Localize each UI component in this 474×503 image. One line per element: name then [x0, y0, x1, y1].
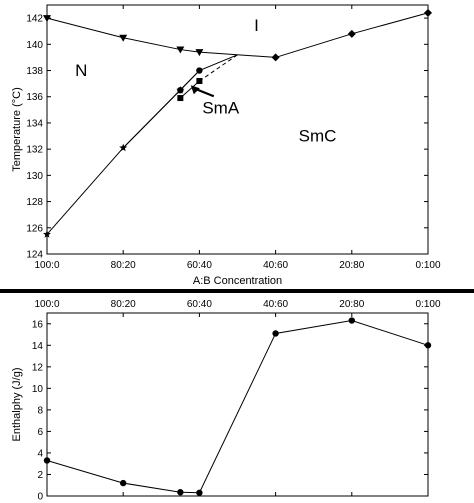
series-line-6: [180, 80, 200, 99]
data-point-circle: [424, 342, 432, 349]
y-tick-label: 136: [26, 92, 43, 103]
data-point-triangle-down: [176, 46, 185, 54]
data-point-star: [43, 230, 51, 238]
series-line-7: [199, 54, 238, 82]
data-point-circle: [120, 479, 127, 487]
x-tick-label: 40:60: [263, 260, 288, 271]
y-tick-label: 16: [32, 319, 44, 330]
x-tick-label: 100:0: [34, 260, 59, 271]
y-tick-label: 14: [32, 341, 44, 352]
y-tick-label: 140: [26, 40, 43, 51]
data-point-star: [176, 85, 185, 94]
x-tick-label: 0:100: [415, 299, 440, 310]
y-tick-label: 124: [26, 250, 43, 261]
data-point-diamond: [271, 53, 280, 62]
plot-frame: [46, 4, 429, 255]
x-tick-label: 60:40: [187, 299, 212, 310]
y-tick-label: 132: [26, 145, 43, 156]
x-axis-label: A:B Concentration: [193, 275, 282, 287]
y-tick-label: 2: [37, 470, 43, 481]
y-tick-label: 8: [37, 405, 43, 416]
y-tick-label: 130: [26, 171, 43, 182]
data-point-square: [177, 95, 184, 102]
y-tick-label: 10: [32, 384, 44, 395]
y-tick-label: 4: [37, 448, 43, 459]
y-tick-label: 128: [26, 197, 43, 208]
series-line-1: [46, 17, 200, 53]
y-tick-label: 142: [26, 14, 43, 25]
x-tick-label: 0:100: [415, 260, 440, 271]
data-point-circle: [272, 330, 279, 337]
data-point-square: [196, 78, 203, 85]
series-line-1: [46, 320, 429, 494]
data-point-triangle-down: [195, 49, 204, 57]
x-tick-label: 40:60: [263, 299, 288, 310]
region-label-smc: SmC: [299, 126, 337, 145]
y-tick-label: 126: [26, 223, 43, 234]
y-axis-label: Temperature (°C): [11, 87, 23, 171]
data-point-circle: [196, 489, 203, 496]
x-tick-label: 80:20: [111, 299, 136, 310]
data-point-circle: [348, 317, 355, 324]
x-tick-label: 20:80: [339, 260, 364, 271]
region-label-i: I: [254, 16, 259, 35]
x-tick-label: 60:40: [187, 260, 212, 271]
data-point-diamond: [347, 29, 356, 38]
data-point-star: [119, 143, 128, 152]
region-label-n: N: [75, 61, 87, 80]
annotation-label-sma: SmA: [202, 98, 240, 117]
y-axis-label: Enthalphy (J/g): [11, 368, 23, 442]
plot-frame: [46, 312, 429, 497]
data-point-diamond: [424, 8, 432, 17]
phase-diagram-chart: 100:0 80:20 60:40 40:60 20:80 0:100 124 126 128 1…: [11, 4, 441, 287]
enthalpy-chart: 100:0 80:20 60:40 40:60 20:80 0:100 0 2 4 6 8 10 12 1…: [11, 299, 441, 503]
x-tick-label: 80:20: [111, 260, 136, 271]
y-tick-label: 138: [26, 66, 43, 77]
data-point-triangle-down: [119, 34, 128, 42]
annotation-arrow-head: [190, 85, 200, 95]
x-tick-label: 100:0: [34, 299, 59, 310]
data-point-circle: [43, 457, 51, 464]
data-point-circle: [177, 489, 184, 496]
series-line-8: [46, 89, 181, 235]
y-tick-label: 6: [37, 427, 43, 438]
x-tick-label: 20:80: [339, 299, 364, 310]
y-tick-label: 0: [37, 492, 43, 503]
y-tick-label: 134: [26, 118, 43, 129]
data-point-triangle-down: [43, 15, 51, 23]
data-point-circle: [196, 67, 203, 74]
y-tick-label: 12: [32, 362, 44, 373]
